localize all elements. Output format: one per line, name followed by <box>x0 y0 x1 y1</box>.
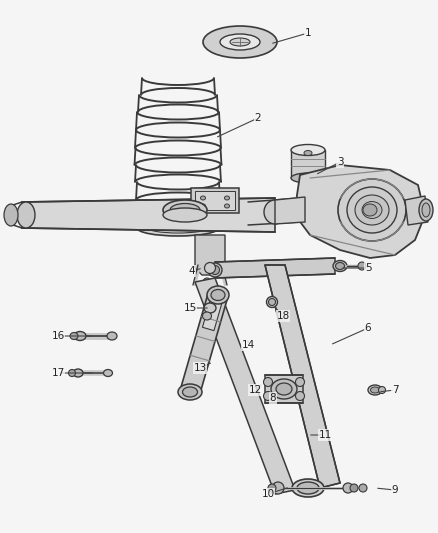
Ellipse shape <box>225 204 230 208</box>
Ellipse shape <box>203 26 277 58</box>
Ellipse shape <box>419 199 433 221</box>
Ellipse shape <box>292 479 324 497</box>
Text: 10: 10 <box>261 489 275 499</box>
Ellipse shape <box>203 278 211 286</box>
Ellipse shape <box>264 392 272 400</box>
Ellipse shape <box>220 34 260 50</box>
Text: 17: 17 <box>51 368 65 378</box>
Text: 2: 2 <box>254 113 261 123</box>
Ellipse shape <box>333 261 347 271</box>
Ellipse shape <box>268 484 276 492</box>
Ellipse shape <box>17 202 35 228</box>
Ellipse shape <box>296 377 304 386</box>
Ellipse shape <box>103 369 113 376</box>
Ellipse shape <box>422 203 430 217</box>
Ellipse shape <box>362 201 382 219</box>
Ellipse shape <box>70 333 78 340</box>
Ellipse shape <box>163 208 207 222</box>
Ellipse shape <box>68 369 75 376</box>
Ellipse shape <box>343 483 353 493</box>
Text: 13: 13 <box>193 363 207 373</box>
Ellipse shape <box>183 387 198 397</box>
Ellipse shape <box>276 383 292 395</box>
Polygon shape <box>195 191 235 210</box>
Ellipse shape <box>296 392 304 400</box>
Polygon shape <box>22 198 275 232</box>
Ellipse shape <box>347 187 397 233</box>
Ellipse shape <box>355 195 389 225</box>
Ellipse shape <box>204 303 216 313</box>
Ellipse shape <box>178 384 202 400</box>
Ellipse shape <box>358 262 366 270</box>
Text: 12: 12 <box>248 385 261 395</box>
Polygon shape <box>291 150 325 178</box>
Ellipse shape <box>202 312 212 320</box>
Text: 18: 18 <box>276 311 290 321</box>
Ellipse shape <box>137 220 219 236</box>
Text: 9: 9 <box>392 485 398 495</box>
Text: 3: 3 <box>337 157 343 167</box>
Polygon shape <box>195 278 295 494</box>
Ellipse shape <box>304 150 312 156</box>
Ellipse shape <box>291 173 325 183</box>
Polygon shape <box>265 265 340 488</box>
Polygon shape <box>295 165 425 258</box>
Ellipse shape <box>264 200 286 224</box>
Polygon shape <box>215 258 335 278</box>
Ellipse shape <box>207 286 229 304</box>
Ellipse shape <box>163 200 207 220</box>
Ellipse shape <box>107 332 117 340</box>
Ellipse shape <box>208 263 222 277</box>
Ellipse shape <box>211 265 219 274</box>
Ellipse shape <box>205 262 215 273</box>
Ellipse shape <box>338 179 406 241</box>
Ellipse shape <box>201 204 205 208</box>
Ellipse shape <box>170 204 200 216</box>
Text: 7: 7 <box>392 385 398 395</box>
Ellipse shape <box>378 386 385 393</box>
Ellipse shape <box>271 379 297 399</box>
Text: 16: 16 <box>51 331 65 341</box>
Text: 6: 6 <box>365 323 371 333</box>
Ellipse shape <box>371 387 379 393</box>
Text: 15: 15 <box>184 303 197 313</box>
Ellipse shape <box>291 144 325 156</box>
Ellipse shape <box>230 38 250 46</box>
Ellipse shape <box>201 196 205 200</box>
Ellipse shape <box>272 482 284 494</box>
Polygon shape <box>191 188 239 213</box>
Polygon shape <box>202 293 224 330</box>
Ellipse shape <box>336 262 345 270</box>
Text: 5: 5 <box>365 263 371 273</box>
Polygon shape <box>180 292 228 395</box>
Text: 1: 1 <box>305 28 311 38</box>
Polygon shape <box>275 197 305 224</box>
Ellipse shape <box>73 369 83 377</box>
Text: 14: 14 <box>241 340 254 350</box>
Text: 11: 11 <box>318 430 332 440</box>
Text: 8: 8 <box>270 393 276 403</box>
Polygon shape <box>195 235 225 275</box>
Ellipse shape <box>148 223 208 233</box>
Ellipse shape <box>211 289 225 301</box>
Ellipse shape <box>264 377 272 386</box>
Ellipse shape <box>368 385 382 395</box>
Ellipse shape <box>363 204 377 216</box>
Polygon shape <box>405 196 428 225</box>
Ellipse shape <box>4 204 18 226</box>
Ellipse shape <box>268 298 276 305</box>
Ellipse shape <box>74 332 86 341</box>
Ellipse shape <box>225 196 230 200</box>
Ellipse shape <box>266 296 278 308</box>
Text: 4: 4 <box>189 266 195 276</box>
Ellipse shape <box>350 484 358 492</box>
Ellipse shape <box>359 484 367 492</box>
Bar <box>265 375 303 403</box>
Ellipse shape <box>297 482 319 494</box>
